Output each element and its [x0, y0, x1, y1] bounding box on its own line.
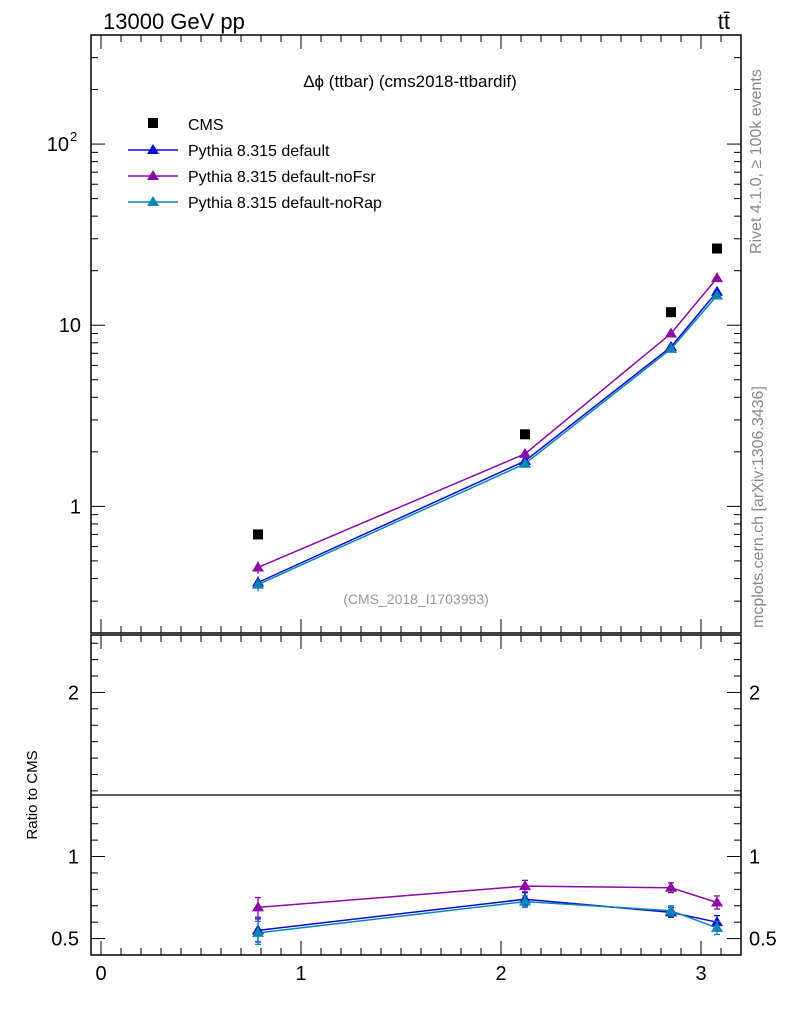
ratio-tick-label-right: 1 — [749, 847, 760, 869]
series-point — [665, 342, 677, 353]
legend-label-cms: CMS — [188, 117, 224, 134]
ratio-tick-label-right: 0.5 — [749, 929, 777, 951]
ratio-series-point — [711, 896, 723, 907]
ratio-series-point — [519, 895, 531, 906]
ratio-series-line — [257, 898, 718, 932]
ratio-tick-label-right: 2 — [749, 682, 760, 704]
legend: CMS Pythia 8.315 default Pythia 8.315 de… — [128, 117, 382, 212]
ratio-series-point — [665, 904, 677, 915]
y-tick-label-exponent: 2 — [70, 129, 77, 144]
series-line — [257, 294, 718, 586]
mcplots-label: mcplots.cern.ch [arXiv:1306.3436] — [750, 386, 767, 628]
x-tick-label: 1 — [295, 963, 306, 985]
cms-data-point — [253, 529, 263, 540]
legend-marker-norap — [147, 196, 159, 206]
main-series-layer — [252, 243, 723, 592]
series-line — [257, 291, 718, 584]
series-point — [711, 272, 723, 283]
series-line — [257, 277, 718, 569]
legend-marker-nofsr — [147, 170, 159, 180]
cms-data-point — [520, 429, 530, 440]
ratio-series-point — [711, 921, 723, 932]
series-point — [665, 327, 677, 338]
ratio-tick-label-left: 1 — [68, 847, 79, 869]
series-point — [252, 561, 264, 572]
ratio-series-layer — [252, 879, 723, 945]
chart-title: Δϕ (ttbar) (cms2018-ttbardif) — [303, 72, 517, 91]
ratio-axis-ticks: 0.5 0.5 1 1 2 2 — [51, 642, 777, 956]
x-tick-label: 0 — [95, 963, 106, 985]
energy-label: 13000 GeV pp — [103, 9, 245, 34]
cms-data-point — [666, 307, 676, 318]
y-tick-label: 10 — [47, 134, 69, 156]
ratio-tick-label-left: 0.5 — [51, 929, 79, 951]
series-point — [252, 578, 264, 589]
series-point — [519, 447, 531, 458]
ratio-series-line — [257, 885, 718, 909]
x-tick-label: 3 — [695, 963, 706, 985]
ratio-series-point — [252, 901, 264, 912]
ratio-series-line — [257, 900, 718, 934]
process-label: tt̄ — [718, 9, 730, 34]
y-tick-label: 1 — [70, 496, 81, 518]
legend-label-default: Pythia 8.315 default — [188, 143, 330, 160]
analysis-watermark: (CMS_2018_I1703993) — [343, 591, 489, 607]
legend-marker-default — [147, 144, 159, 154]
ratio-series-point — [665, 881, 677, 892]
series-point — [519, 457, 531, 468]
legend-label-nofsr: Pythia 8.315 default-noFsr — [188, 169, 376, 186]
x-tick-label: 2 — [495, 963, 506, 985]
rivet-label: Rivet 4.1.0, ≥ 100k events — [748, 69, 765, 254]
cms-data-point — [712, 243, 722, 254]
y-tick-label: 10 — [59, 315, 81, 337]
ratio-series-point — [519, 880, 531, 891]
legend-label-norap: Pythia 8.315 default-noRap — [188, 195, 382, 212]
x-axis-ticks: 0 1 2 3 — [95, 35, 742, 985]
legend-marker-cms — [148, 118, 158, 128]
ratio-series-point — [252, 926, 264, 937]
ratio-tick-label-left: 2 — [68, 682, 79, 704]
ratio-y-label: Ratio to CMS — [24, 750, 41, 839]
series-point — [711, 289, 723, 300]
